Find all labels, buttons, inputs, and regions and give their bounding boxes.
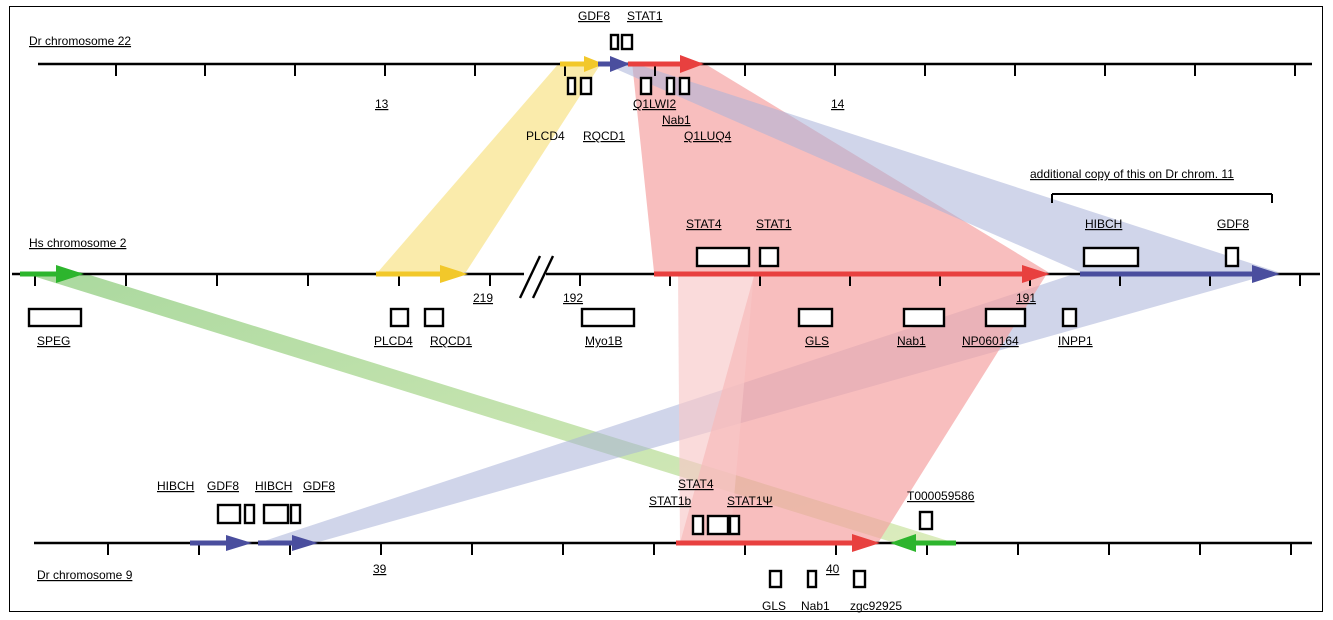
hs2-coord-192: 192 bbox=[563, 291, 583, 305]
dr9-label: Dr chromosome 9 bbox=[37, 568, 133, 582]
hs2-ticks bbox=[34, 274, 1301, 286]
gene-label-stat1: STAT1 bbox=[756, 217, 792, 231]
hs2-coord-191: 191 bbox=[1016, 291, 1036, 305]
gene-box-stat4 bbox=[706, 514, 730, 536]
gene-label-myo1b: Myo1B bbox=[585, 334, 622, 348]
synteny-bands bbox=[20, 62, 1278, 543]
gene-box-gdf8-2 bbox=[289, 503, 302, 525]
dr22-label: Dr chromosome 22 bbox=[29, 34, 131, 48]
gene-box-gdf8 bbox=[1224, 246, 1240, 268]
hs2-track: Hs chromosome 2 219 192 191 STAT4 STAT1 … bbox=[12, 167, 1320, 348]
gene-box-plcd4 bbox=[389, 307, 410, 328]
gene-label-np060164: NP060164 bbox=[962, 334, 1019, 348]
gene-label-gdf8: GDF8 bbox=[1217, 217, 1249, 231]
gene-label-plcd4: PLCD4 bbox=[526, 129, 565, 143]
gene-box-gls bbox=[797, 307, 834, 328]
gene-label-gdf8: GDF8 bbox=[578, 9, 610, 23]
dr9-ticks bbox=[107, 543, 1292, 555]
gene-label-rqcd1: RQCD1 bbox=[430, 334, 472, 348]
band-red-stat4 bbox=[678, 272, 754, 543]
gene-label-rqcd1: RQCD1 bbox=[583, 129, 625, 143]
gene-box-zgc92925 bbox=[852, 569, 867, 589]
gene-box-hibch bbox=[1082, 246, 1140, 268]
gene-box-np060164 bbox=[984, 307, 1027, 328]
gene-box-rqcd1 bbox=[423, 307, 445, 328]
dr22-ticks bbox=[115, 64, 1296, 76]
gene-box-t000059586 bbox=[918, 510, 934, 531]
gene-box-q1lwi2 bbox=[639, 76, 653, 96]
gene-box-q1luq4 bbox=[678, 76, 691, 96]
gene-label-speg: SPEG bbox=[37, 334, 70, 348]
gene-label-zgc92925: zgc92925 bbox=[850, 599, 902, 613]
dr22-coord-13: 13 bbox=[375, 97, 389, 111]
gene-label-gls: GLS bbox=[805, 334, 829, 348]
gene-box-nab1 bbox=[806, 569, 818, 589]
gene-label-gdf8-1: GDF8 bbox=[207, 479, 239, 493]
band-blue-upper bbox=[600, 62, 1278, 272]
dr9-coord-40: 40 bbox=[826, 562, 840, 576]
hs2-coord-219: 219 bbox=[473, 291, 493, 305]
gene-label-stat1: STAT1 bbox=[627, 9, 663, 23]
gene-label-hibch-1: HIBCH bbox=[157, 479, 194, 493]
gene-box-hibch-2 bbox=[262, 503, 290, 525]
gene-label-q1luq4: Q1LUQ4 bbox=[684, 129, 732, 143]
dr9-track: Dr chromosome 9 39 40 HIBCH GDF8 HIBCH G… bbox=[34, 477, 1312, 613]
gene-label-gdf8-2: GDF8 bbox=[303, 479, 335, 493]
gene-box-stat4 bbox=[695, 246, 751, 268]
gene-label-gls: GLS bbox=[762, 599, 786, 613]
gene-box-myo1b bbox=[580, 307, 636, 328]
figure-frame bbox=[9, 6, 1323, 612]
gene-label-nab1: Nab1 bbox=[897, 334, 926, 348]
gene-label-stat1b: STAT1b bbox=[649, 494, 692, 508]
dr22-coord-14: 14 bbox=[831, 97, 845, 111]
gene-box-speg bbox=[27, 307, 83, 328]
gene-label-hibch-2: HIBCH bbox=[255, 479, 292, 493]
copy-note: additional copy of this on Dr chrom. 11 bbox=[1030, 167, 1234, 181]
band-yellow bbox=[378, 62, 602, 272]
gene-box-rqcd1 bbox=[579, 76, 593, 96]
gene-label-hibch: HIBCH bbox=[1085, 217, 1122, 231]
hs2-label: Hs chromosome 2 bbox=[29, 236, 127, 250]
gene-box-stat1b bbox=[691, 514, 705, 536]
gene-label-q1lwi2: Q1LWI2 bbox=[633, 97, 676, 111]
gene-label-plcd4: PLCD4 bbox=[374, 334, 413, 348]
dr9-coord-39: 39 bbox=[373, 562, 387, 576]
gene-label-stat4: STAT4 bbox=[678, 477, 714, 491]
gene-box-stat1 bbox=[758, 246, 780, 268]
gene-box-nab1 bbox=[902, 307, 946, 328]
gene-label-stat4: STAT4 bbox=[686, 217, 722, 231]
gene-label-inpp1: INPP1 bbox=[1058, 334, 1093, 348]
gene-box-hibch-1 bbox=[216, 503, 242, 525]
gene-label-t000059586: T000059586 bbox=[907, 489, 975, 503]
dr22-arrows bbox=[560, 55, 704, 73]
gene-box-nab1 bbox=[665, 76, 676, 96]
gene-box-gdf8-1 bbox=[243, 503, 256, 525]
dr9-arrows bbox=[190, 534, 956, 552]
copy-note-bracket bbox=[1051, 193, 1273, 203]
gene-box-gls bbox=[768, 569, 783, 589]
gene-box-inpp1 bbox=[1061, 307, 1078, 328]
gene-label-nab1: Nab1 bbox=[662, 113, 691, 127]
gene-label-stat1psi: STAT1Ψ bbox=[727, 494, 773, 508]
dr22-track: Dr chromosome 22 13 14 GDF8 STAT1 Q1LWI2… bbox=[29, 9, 1312, 143]
gene-box-gdf8 bbox=[609, 33, 620, 51]
gene-label-nab1: Nab1 bbox=[801, 599, 830, 613]
hs2-arrows bbox=[20, 265, 1280, 283]
gene-box-stat1 bbox=[620, 33, 634, 51]
hs2-break-mark bbox=[518, 255, 555, 299]
gene-box-plcd4 bbox=[566, 76, 577, 96]
gene-box-stat1psi bbox=[728, 514, 741, 536]
